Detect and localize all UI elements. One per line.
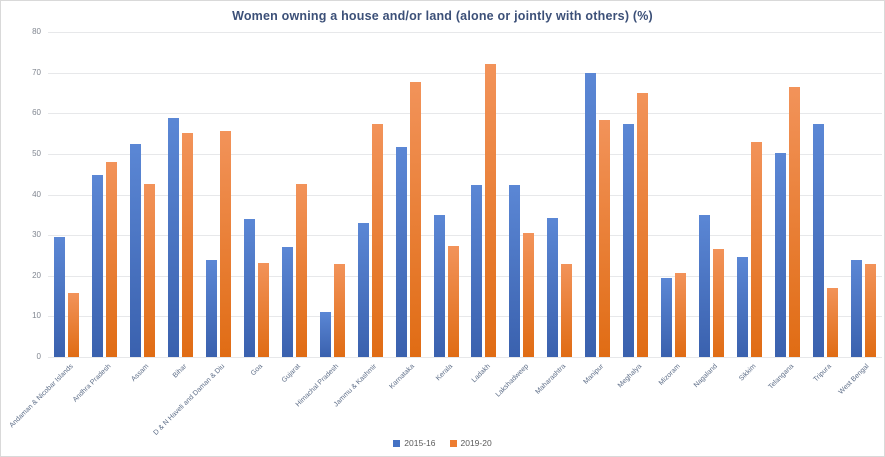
x-axis-label: Assam <box>130 363 151 384</box>
x-axis-label: Ladakh <box>470 363 492 385</box>
y-tick-label: 50 <box>32 148 41 158</box>
bar-2019-20 <box>788 86 800 357</box>
bar-2019-20 <box>258 262 269 357</box>
gridline <box>48 32 882 33</box>
x-axis-label: West Bengal <box>838 363 871 396</box>
bar-2015-16 <box>92 175 104 357</box>
gridline <box>48 153 882 155</box>
bar-2015-16 <box>168 118 180 357</box>
bar-2015-16 <box>850 260 862 357</box>
bar-2019-20 <box>485 63 497 357</box>
x-axis-label: Karnataka <box>388 363 417 391</box>
bar-2019-20 <box>409 82 421 357</box>
gridline <box>48 194 882 196</box>
gridline <box>48 316 882 318</box>
bar-2015-16 <box>206 260 218 357</box>
legend-swatch <box>393 439 401 447</box>
bar-2015-16 <box>812 124 824 357</box>
bar-2019-20 <box>599 119 611 357</box>
y-tick-label: 30 <box>32 230 41 240</box>
bar-2019-20 <box>371 123 383 357</box>
bar-2019-20 <box>523 232 535 357</box>
x-axis-label: Kerala <box>434 363 454 383</box>
x-axis-label: Meghalya <box>617 363 644 390</box>
bar-2019-20 <box>68 292 80 357</box>
x-axis-label: Andhra Pradesh <box>72 363 113 404</box>
x-axis-label: Tripura <box>812 363 834 384</box>
bar-2019-20 <box>144 183 156 357</box>
bar-2019-20 <box>637 93 649 357</box>
x-axis-label: Gujarat <box>281 363 303 385</box>
bar-2019-20 <box>826 287 838 357</box>
x-axis-label: Bihar <box>172 363 189 380</box>
y-tick-label: 80 <box>32 27 41 36</box>
bar-2015-16 <box>281 246 293 357</box>
bar-2019-20 <box>295 184 307 357</box>
bar-2019-20 <box>675 273 686 357</box>
bar-2019-20 <box>712 248 724 357</box>
bar-2019-20 <box>864 263 876 357</box>
plot-area <box>48 32 882 358</box>
x-axis-label: Andaman & Nicobar Islands <box>8 363 75 430</box>
bar-2015-16 <box>319 311 331 357</box>
bar-2015-16 <box>585 73 597 357</box>
bar-2019-20 <box>182 132 194 357</box>
bar-2015-16 <box>547 218 559 357</box>
bar-2015-16 <box>736 256 748 357</box>
gridline <box>48 357 882 358</box>
bar-2019-20 <box>333 263 345 357</box>
bar-2015-16 <box>54 236 66 357</box>
gridline <box>48 235 882 237</box>
bar-2015-16 <box>623 124 635 357</box>
bar-2015-16 <box>395 146 407 357</box>
gridline <box>48 275 882 277</box>
gridline <box>48 113 882 115</box>
bar-2019-20 <box>750 142 762 357</box>
bar-2019-20 <box>106 162 118 357</box>
y-tick-label: 70 <box>32 67 41 77</box>
bar-2015-16 <box>433 215 445 357</box>
gridline <box>48 72 882 74</box>
legend-label: 2015-16 <box>404 438 436 448</box>
bar-2015-16 <box>774 152 786 357</box>
bar-2015-16 <box>698 215 710 357</box>
x-axis-label: Jammu & Kashmir <box>332 363 379 409</box>
bar-2015-16 <box>244 219 255 357</box>
x-axis-label: Nagaland <box>693 363 720 390</box>
x-axis-label: Telangana <box>767 363 796 391</box>
x-axis-label: Maharashtra <box>534 363 568 396</box>
x-axis-label: Lakshadweep <box>494 363 530 399</box>
legend-item: 2019-20 <box>449 438 492 448</box>
bar-2015-16 <box>357 222 369 357</box>
bar-2019-20 <box>220 130 232 357</box>
y-tick-label: 60 <box>32 108 41 118</box>
x-axis-label: Manipur <box>582 363 606 386</box>
bar-2019-20 <box>447 246 459 357</box>
legend-swatch <box>449 439 457 447</box>
bar-2015-16 <box>509 184 521 357</box>
bar-2015-16 <box>661 278 672 357</box>
x-axis-label: Mizoram <box>657 363 682 387</box>
x-axis-label: D & N Haveli and Daman & Diu <box>152 363 227 437</box>
legend-item: 2015-16 <box>393 438 436 448</box>
y-tick-label: 20 <box>32 270 41 280</box>
x-axis-label: Sikkim <box>737 363 758 383</box>
bar-2019-20 <box>561 263 573 357</box>
chart-title: Women owning a house and/or land (alone … <box>232 9 653 23</box>
bar-2015-16 <box>471 184 483 357</box>
x-axis-label: Goa <box>250 363 265 378</box>
y-tick-label: 10 <box>32 311 41 321</box>
y-tick-label: 40 <box>32 189 41 199</box>
bar-2015-16 <box>130 144 142 357</box>
legend: 2015-16 2019-20 <box>1 438 884 448</box>
y-tick-label: 0 <box>36 352 41 361</box>
legend-label: 2019-20 <box>460 438 492 448</box>
